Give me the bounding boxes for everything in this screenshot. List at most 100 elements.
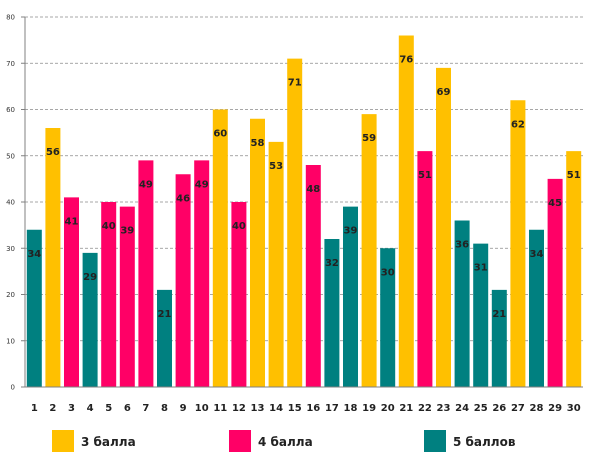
bar [64, 197, 79, 387]
data-label: 60 [213, 129, 227, 140]
x-tick-label: 6 [124, 403, 131, 414]
bar [268, 141, 284, 387]
legend-swatch [229, 430, 251, 452]
data-label: 32 [325, 258, 339, 269]
y-tick-label: 30 [6, 245, 15, 253]
x-tick-label: 14 [269, 403, 283, 414]
gridlines [25, 16, 583, 342]
x-tick-label: 21 [399, 403, 413, 414]
x-tick-label: 2 [49, 403, 56, 414]
x-tick-label: 27 [511, 403, 525, 414]
data-label: 51 [418, 170, 432, 181]
y-tick-label: 50 [6, 152, 15, 160]
data-label: 76 [399, 55, 413, 66]
data-label: 34 [530, 249, 544, 260]
x-tick-label: 26 [492, 403, 506, 414]
data-label: 53 [269, 161, 283, 172]
x-tick-label: 25 [474, 403, 488, 414]
bars [26, 35, 582, 387]
x-tick-label: 30 [567, 403, 581, 414]
bar [212, 109, 228, 387]
data-label: 71 [288, 78, 302, 89]
bar [26, 229, 42, 387]
x-tick-label: 1 [31, 403, 38, 414]
bar [119, 206, 135, 387]
data-label: 40 [102, 221, 116, 232]
x-tick-label: 7 [142, 403, 149, 414]
bar [473, 243, 489, 387]
bar [157, 289, 172, 387]
data-label: 59 [362, 133, 376, 144]
x-tick-label: 24 [455, 403, 469, 414]
x-tick-label: 10 [195, 403, 209, 414]
bar [45, 128, 61, 387]
bar [250, 118, 265, 387]
data-label: 36 [455, 240, 469, 251]
data-label: 31 [474, 263, 488, 274]
data-label: 62 [511, 119, 525, 130]
bar [491, 289, 507, 387]
bar [324, 239, 340, 387]
x-tick-label: 17 [325, 403, 339, 414]
data-labels: 34 56 41 29 40 39 49 21 46 49 60 40 58 53 71 48 32 39 59 30… [27, 55, 580, 320]
x-tick-label: 4 [87, 403, 94, 414]
data-label: 49 [195, 179, 209, 190]
x-tick-label: 13 [251, 403, 265, 414]
bar [547, 178, 563, 387]
bar [287, 58, 303, 387]
data-label: 39 [344, 226, 358, 237]
bar [194, 160, 210, 387]
bar [417, 151, 433, 387]
legend-label: 3 балла [81, 435, 136, 449]
data-label: 46 [176, 193, 190, 204]
data-label: 69 [437, 87, 451, 98]
bar [380, 248, 396, 387]
x-tick-label: 20 [381, 403, 395, 414]
data-label: 29 [83, 272, 97, 283]
y-tick-label: 40 [6, 199, 15, 207]
bar [454, 220, 470, 387]
data-label: 34 [27, 249, 41, 260]
data-label: 30 [381, 267, 395, 278]
data-label: 56 [46, 147, 60, 158]
x-tick-label: 5 [105, 403, 112, 414]
data-label: 45 [548, 198, 562, 209]
x-tick-label: 29 [548, 403, 562, 414]
data-label: 21 [492, 309, 506, 320]
bar [305, 165, 321, 387]
bar [436, 67, 451, 387]
data-label: 48 [306, 184, 320, 195]
x-tick-label: 22 [418, 403, 432, 414]
legend-swatch [52, 430, 74, 452]
x-tick-label: 16 [306, 403, 320, 414]
bar [343, 206, 358, 387]
x-tick-label: 3 [68, 403, 75, 414]
y-tick-label: 60 [6, 106, 15, 114]
x-axis-ticks: 1 2 3 4 5 6 7 8 9 10 11 12 13 14 15 16 17 18 19 20 21 22 23 24 2… [31, 403, 581, 414]
x-tick-label: 8 [161, 403, 168, 414]
x-tick-label: 12 [232, 403, 246, 414]
x-tick-label: 11 [213, 403, 227, 414]
x-tick-label: 19 [362, 403, 376, 414]
y-tick-label: 20 [6, 291, 15, 299]
y-tick-label: 70 [6, 60, 15, 68]
x-tick-label: 9 [180, 403, 187, 414]
data-label: 51 [567, 170, 581, 181]
bar [529, 229, 544, 387]
legend: 3 балла 4 балла 5 баллов [52, 430, 516, 452]
data-label: 41 [65, 216, 79, 227]
bar [82, 252, 98, 387]
data-label: 21 [158, 309, 172, 320]
bar [361, 114, 377, 387]
y-tick-label: 80 [6, 14, 15, 22]
axes [24, 17, 583, 388]
bar [566, 151, 582, 387]
bar [175, 174, 191, 387]
x-tick-label: 28 [530, 403, 544, 414]
x-tick-label: 18 [344, 403, 358, 414]
legend-label: 5 баллов [453, 435, 516, 449]
legend-label: 4 балла [258, 435, 313, 449]
bar [510, 100, 526, 387]
data-label: 58 [251, 138, 265, 149]
